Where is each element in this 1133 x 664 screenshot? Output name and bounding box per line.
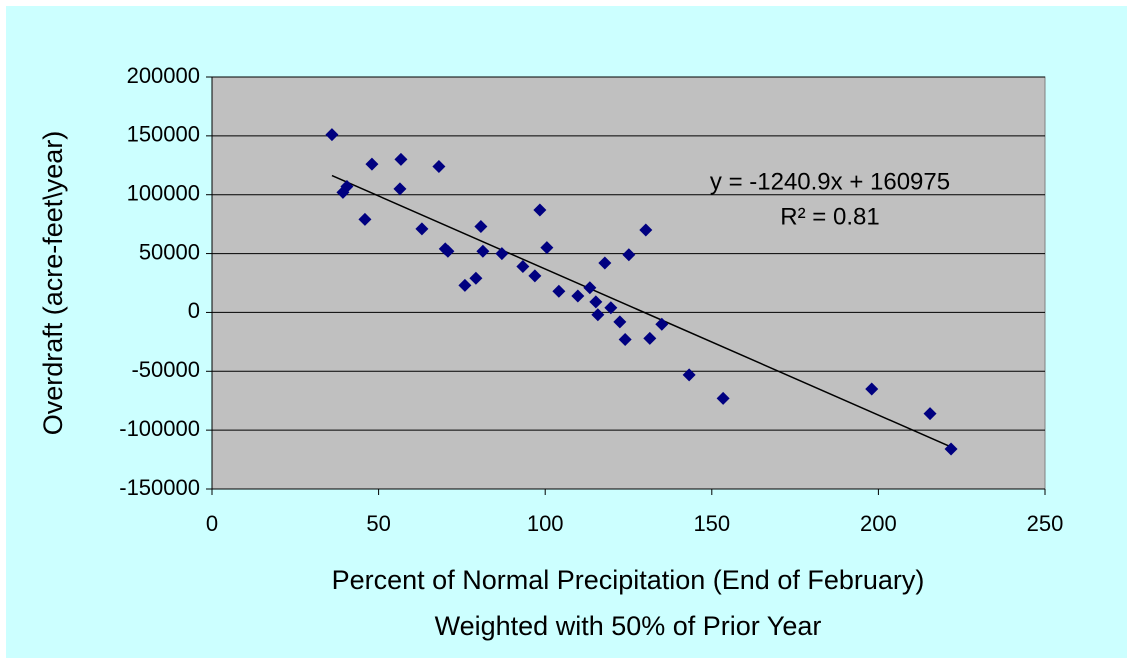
x-tick-label: 250 xyxy=(1027,511,1064,536)
data-point xyxy=(358,212,372,226)
data-point xyxy=(865,382,879,396)
data-point xyxy=(469,271,483,285)
data-point xyxy=(340,179,354,193)
r-squared: R² = 0.81 xyxy=(780,203,879,230)
data-point xyxy=(716,391,730,405)
data-point xyxy=(441,244,455,258)
data-point xyxy=(583,281,597,295)
data-point xyxy=(516,260,530,274)
data-point xyxy=(476,244,490,258)
data-point xyxy=(552,284,566,298)
x-tick-label: 200 xyxy=(860,511,897,536)
data-point xyxy=(394,152,408,166)
data-point xyxy=(393,182,407,196)
y-tick-label: 0 xyxy=(188,298,200,323)
data-point xyxy=(533,203,547,217)
data-point xyxy=(682,368,696,382)
y-tick-label: 200000 xyxy=(127,63,200,88)
data-point xyxy=(639,223,653,237)
y-tick-label: -100000 xyxy=(119,416,200,441)
data-point xyxy=(474,219,488,233)
data-point xyxy=(365,157,379,171)
data-point xyxy=(598,256,612,270)
y-axis-title: Overdraft (acre-feet\year) xyxy=(38,131,68,436)
trendline xyxy=(331,174,952,448)
data-point xyxy=(622,248,636,262)
data-point xyxy=(432,159,446,173)
data-point xyxy=(571,289,585,303)
data-point xyxy=(604,301,618,315)
x-tick-label: 150 xyxy=(693,511,730,536)
data-point xyxy=(528,269,542,283)
x-tick-label: 50 xyxy=(366,511,390,536)
y-tick-label: 100000 xyxy=(127,181,200,206)
data-point xyxy=(944,442,958,456)
data-point xyxy=(643,331,657,345)
x-tick-label: 0 xyxy=(206,511,218,536)
x-tick-label: 100 xyxy=(527,511,564,536)
data-point xyxy=(923,407,937,421)
data-point xyxy=(415,222,429,236)
data-point xyxy=(591,308,605,322)
x-axis-title: Percent of Normal Precipitation (End of … xyxy=(332,565,925,595)
data-point xyxy=(495,247,509,261)
x-axis-title: Weighted with 50% of Prior Year xyxy=(435,611,822,641)
plot-area xyxy=(211,76,1046,490)
data-point xyxy=(325,128,339,142)
data-point xyxy=(613,315,627,329)
data-point xyxy=(618,333,632,347)
data-point xyxy=(458,278,472,292)
data-point xyxy=(540,241,554,255)
y-tick-label: 50000 xyxy=(139,239,200,264)
data-point xyxy=(655,317,669,331)
y-tick-label: -150000 xyxy=(119,475,200,500)
y-tick-label: 150000 xyxy=(127,122,200,147)
y-tick-label: -50000 xyxy=(131,357,200,382)
trendline-equation: y = -1240.9x + 160975 xyxy=(710,168,950,195)
data-point xyxy=(589,295,603,309)
